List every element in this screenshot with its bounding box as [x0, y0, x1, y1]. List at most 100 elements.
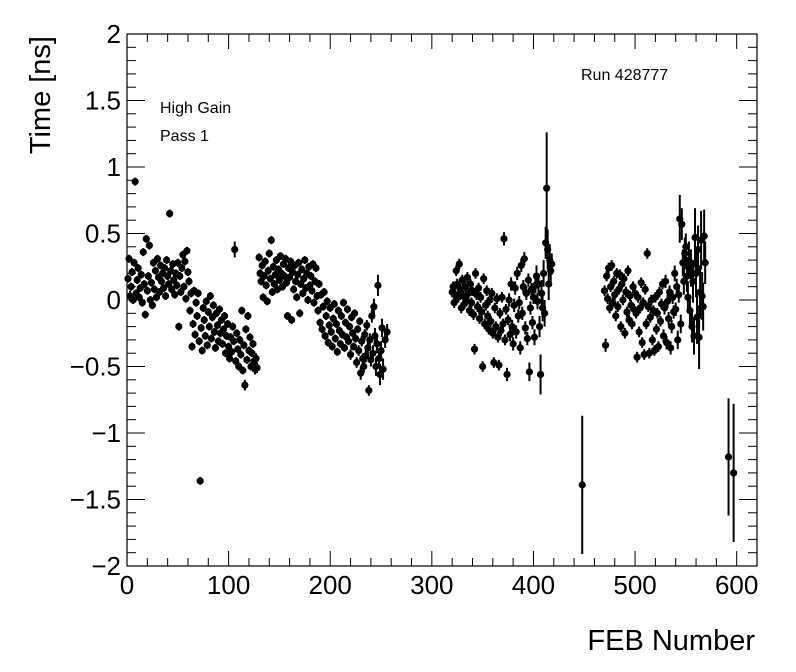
marker — [535, 323, 544, 331]
marker — [541, 309, 549, 317]
marker — [632, 309, 640, 317]
data-point — [474, 282, 483, 294]
data-point — [452, 265, 460, 277]
data-point — [297, 280, 305, 289]
data-point — [333, 347, 341, 356]
marker — [186, 307, 194, 315]
x-axis-title: FEB Number — [587, 625, 755, 657]
data-point — [646, 311, 654, 323]
marker — [674, 336, 682, 344]
data-point — [634, 292, 642, 303]
marker — [505, 296, 513, 304]
data-point — [664, 311, 673, 326]
marker — [518, 309, 526, 317]
marker — [499, 320, 507, 328]
marker — [193, 312, 201, 320]
marker — [207, 334, 215, 343]
marker — [489, 329, 497, 337]
marker — [194, 289, 202, 297]
marker — [477, 293, 485, 301]
marker — [517, 261, 525, 270]
marker — [503, 370, 511, 379]
data-point — [675, 286, 683, 303]
marker — [246, 333, 254, 341]
data-point — [463, 272, 472, 283]
data-point — [140, 280, 148, 289]
y-axis-title: Time [ns] — [25, 36, 57, 154]
marker — [139, 248, 147, 256]
marker — [638, 338, 646, 347]
marker — [340, 344, 349, 352]
marker — [230, 337, 238, 345]
data-point — [467, 297, 476, 308]
data-point — [323, 297, 331, 306]
marker — [666, 288, 674, 296]
data-point — [498, 292, 506, 303]
marker — [508, 323, 516, 331]
data-point — [361, 329, 369, 340]
marker — [299, 289, 307, 297]
data-point — [515, 296, 523, 310]
marker — [244, 312, 252, 320]
marker — [374, 281, 382, 289]
data-point — [672, 302, 680, 316]
marker — [619, 296, 627, 304]
marker — [689, 277, 697, 285]
data-point — [231, 241, 239, 258]
data-point — [667, 341, 675, 355]
marker — [232, 357, 240, 365]
data-point — [188, 342, 196, 351]
marker — [261, 257, 269, 266]
data-point — [275, 276, 284, 285]
marker — [357, 369, 365, 377]
y-tick-label: 0.5 — [85, 219, 121, 249]
data-point — [147, 278, 155, 287]
marker — [337, 312, 346, 320]
x-tick-label: 0 — [120, 570, 134, 600]
marker — [164, 272, 172, 280]
marker — [319, 303, 327, 311]
marker — [498, 293, 506, 301]
data-point — [127, 282, 135, 291]
marker — [633, 353, 641, 361]
data-point — [619, 294, 627, 306]
data-point — [174, 258, 182, 267]
data-point — [518, 306, 526, 320]
data-point — [528, 315, 537, 330]
marker — [331, 334, 339, 343]
data-point — [352, 334, 360, 343]
marker — [220, 312, 229, 320]
marker — [185, 277, 193, 285]
data-point — [134, 264, 142, 273]
data-point — [228, 347, 236, 356]
marker — [264, 267, 272, 275]
data-point — [308, 286, 316, 295]
marker — [203, 341, 211, 349]
data-point — [500, 232, 508, 246]
marker — [644, 303, 652, 311]
data-point — [360, 359, 368, 374]
data-point — [153, 254, 162, 263]
data-point — [343, 305, 352, 314]
data-point — [252, 353, 260, 364]
data-point — [330, 300, 338, 308]
marker — [138, 299, 146, 307]
marker — [135, 293, 143, 301]
data-point — [499, 318, 507, 330]
marker — [383, 328, 391, 336]
data-point — [611, 289, 619, 300]
data-point — [635, 326, 643, 338]
marker — [236, 336, 244, 344]
marker — [360, 362, 368, 371]
data-point — [691, 208, 699, 267]
data-point — [677, 314, 685, 334]
marker — [124, 275, 132, 283]
data-point — [668, 319, 676, 334]
marker — [348, 329, 357, 337]
marker — [675, 291, 683, 299]
y-tick-label: −1.5 — [70, 485, 121, 515]
marker — [184, 268, 192, 276]
x-tick-label: 600 — [715, 570, 758, 600]
marker — [521, 324, 529, 332]
data-point — [249, 339, 257, 348]
